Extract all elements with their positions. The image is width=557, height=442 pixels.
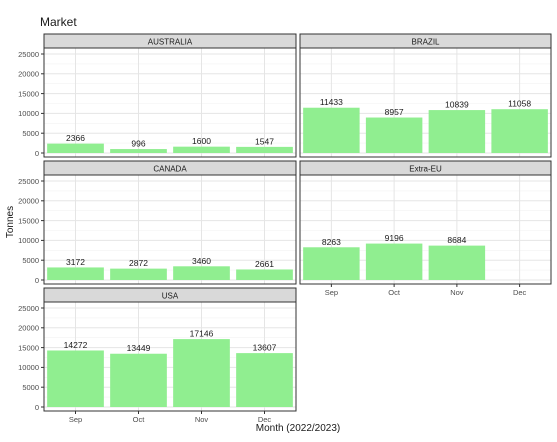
bar-value-label: 8957 bbox=[385, 107, 404, 117]
bar-value-label: 996 bbox=[131, 139, 145, 149]
facet-panel-australia: AUSTRALIA 2366 996 1600 1547 0 5000 10000 15000 2… bbox=[18, 33, 297, 158]
bar-dec bbox=[236, 269, 293, 280]
facet-panel-usa: USA 14272 13449 17146 13607 0 5000 10000 15000 20… bbox=[18, 287, 297, 412]
bar-value-label: 13607 bbox=[253, 343, 277, 353]
panel-background bbox=[44, 175, 296, 284]
bar-sep bbox=[47, 350, 104, 407]
y-tick-label: 20000 bbox=[18, 70, 39, 79]
facet-panel-canada: CANADA 3172 2872 3460 2661 0 5000 10000 15000 200… bbox=[18, 160, 297, 285]
x-tick-label: Dec bbox=[513, 288, 527, 297]
y-tick-label: 0 bbox=[35, 403, 39, 412]
bar-value-label: 14272 bbox=[64, 340, 88, 350]
bar-nov bbox=[428, 245, 486, 280]
y-tick-label: 15000 bbox=[18, 89, 39, 98]
y-tick-label: 5000 bbox=[22, 383, 39, 392]
x-tick-label: Oct bbox=[133, 415, 146, 424]
x-tick-label: Sep bbox=[69, 415, 82, 424]
bar-value-label: 8684 bbox=[447, 235, 466, 245]
y-tick-label: 25000 bbox=[18, 50, 39, 59]
y-tick-label: 5000 bbox=[22, 129, 39, 138]
y-tick-label: 20000 bbox=[18, 324, 39, 333]
bar-nov bbox=[428, 110, 486, 153]
x-axis-title: Month (2022/2023) bbox=[256, 423, 341, 434]
y-tick-label: 15000 bbox=[18, 343, 39, 352]
x-tick-label: Sep bbox=[325, 288, 338, 297]
x-tick-label: Dec bbox=[258, 415, 272, 424]
bar-nov bbox=[173, 146, 230, 153]
bar-value-label: 1547 bbox=[255, 136, 274, 146]
panel-border bbox=[43, 174, 297, 285]
facet-strip-label: USA bbox=[162, 292, 179, 301]
bar-oct bbox=[365, 117, 423, 153]
bar-oct bbox=[110, 353, 167, 407]
y-tick-label: 10000 bbox=[18, 236, 39, 245]
y-tick-label: 10000 bbox=[18, 109, 39, 118]
y-tick-label: 0 bbox=[35, 276, 39, 285]
bar-value-label: 3172 bbox=[66, 257, 85, 267]
panel-border bbox=[299, 47, 552, 158]
legend-title: Market bbox=[40, 15, 77, 29]
bar-dec bbox=[491, 109, 548, 153]
y-axis-title: Tonnes bbox=[5, 206, 16, 238]
x-tick-label: Nov bbox=[195, 415, 209, 424]
panel-border bbox=[43, 301, 297, 412]
y-tick-label: 15000 bbox=[18, 216, 39, 225]
y-tick-label: 25000 bbox=[18, 177, 39, 186]
bar-dec bbox=[236, 353, 293, 407]
bar-oct bbox=[365, 243, 423, 280]
facet-strip-label: BRAZIL bbox=[411, 38, 440, 47]
bar-value-label: 3460 bbox=[192, 256, 211, 266]
bar-sep bbox=[303, 247, 360, 280]
bar-value-label: 2872 bbox=[129, 258, 148, 268]
bar-sep bbox=[47, 267, 104, 280]
facet-strip-label: Extra-EU bbox=[409, 165, 442, 174]
y-tick-label: 20000 bbox=[18, 197, 39, 206]
bar-value-label: 17146 bbox=[190, 329, 214, 339]
bar-value-label: 10839 bbox=[445, 100, 469, 110]
y-tick-label: 0 bbox=[35, 149, 39, 158]
bar-oct bbox=[110, 149, 167, 153]
bar-sep bbox=[303, 107, 360, 153]
bar-value-label: 8263 bbox=[322, 237, 341, 247]
facet-strip-label: CANADA bbox=[153, 165, 187, 174]
y-tick-label: 25000 bbox=[18, 304, 39, 313]
panel-background bbox=[44, 48, 296, 157]
bar-value-label: 1600 bbox=[192, 136, 211, 146]
bar-nov bbox=[173, 266, 230, 280]
bar-value-label: 13449 bbox=[127, 343, 151, 353]
panel-border bbox=[43, 47, 297, 158]
bar-value-label: 2366 bbox=[66, 133, 85, 143]
panel-border bbox=[299, 174, 552, 285]
bar-value-label: 2661 bbox=[255, 259, 274, 269]
bar-oct bbox=[110, 268, 167, 280]
bar-value-label: 11433 bbox=[320, 97, 343, 107]
y-tick-label: 10000 bbox=[18, 363, 39, 372]
bar-dec bbox=[236, 146, 293, 153]
facet-strip-label: AUSTRALIA bbox=[148, 38, 193, 47]
bar-value-label: 9196 bbox=[385, 233, 404, 243]
facet-panel-extra-eu: Extra-EU 8263 9196 8684 bbox=[299, 160, 552, 285]
facet-panel-brazil: BRAZIL 11433 8957 10839 11058 bbox=[299, 33, 552, 158]
x-tick-label: Nov bbox=[450, 288, 464, 297]
bar-nov bbox=[173, 339, 230, 407]
y-tick-label: 5000 bbox=[22, 256, 39, 265]
bar-value-label: 11058 bbox=[508, 99, 531, 109]
bar-sep bbox=[47, 143, 104, 153]
x-tick-label: Oct bbox=[388, 288, 401, 297]
